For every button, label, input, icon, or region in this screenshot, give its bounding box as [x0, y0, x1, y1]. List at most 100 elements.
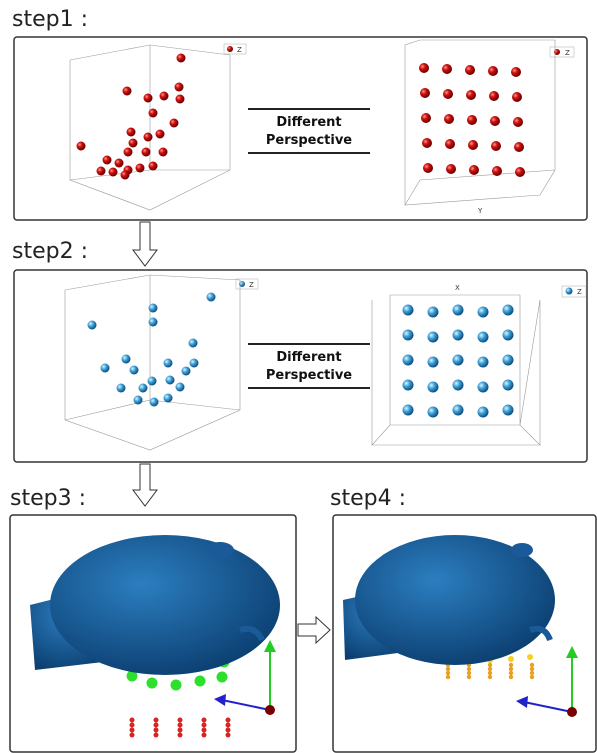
sphere [453, 305, 464, 316]
sphere [207, 293, 216, 302]
sphere [422, 138, 432, 148]
sphere [159, 148, 168, 157]
sphere [403, 355, 414, 366]
sphere [466, 90, 476, 100]
sphere [428, 407, 439, 418]
caption-line: Different [276, 350, 341, 365]
sphere [423, 163, 433, 173]
sphere [101, 364, 110, 373]
sphere [130, 366, 139, 375]
point [202, 718, 207, 723]
sphere [478, 407, 489, 418]
sphere [467, 115, 477, 125]
sphere [176, 95, 185, 104]
point [509, 675, 513, 679]
right-arrow [298, 617, 330, 643]
sphere [503, 355, 514, 366]
point [509, 667, 513, 671]
sphere [421, 113, 431, 123]
sphere [453, 355, 464, 366]
point [178, 723, 183, 728]
sphere [503, 380, 514, 391]
sphere [503, 405, 514, 416]
marker-sphere [147, 678, 158, 689]
point [178, 728, 183, 733]
sphere [445, 139, 455, 149]
axis-label: X [455, 284, 460, 292]
point [154, 718, 159, 723]
sphere [149, 162, 158, 171]
sphere [109, 168, 118, 177]
sphere [190, 359, 199, 368]
sphere [177, 54, 186, 63]
point [202, 728, 207, 733]
sphere [491, 141, 501, 151]
point [202, 723, 207, 728]
sphere [142, 148, 151, 157]
sphere [513, 117, 523, 127]
point [202, 733, 207, 738]
sphere [515, 167, 525, 177]
sphere [490, 116, 500, 126]
point [154, 723, 159, 728]
sphere [170, 119, 179, 128]
sphere [148, 377, 157, 386]
point [467, 675, 471, 679]
point [154, 733, 159, 738]
point [488, 663, 492, 667]
sphere [442, 64, 452, 74]
sphere [428, 382, 439, 393]
page: step1 : step2 : step3 : step4 : Differen… [0, 0, 597, 753]
point [488, 667, 492, 671]
point [509, 671, 513, 675]
caption-line: Perspective [266, 368, 352, 383]
step-label: step2 : [12, 239, 88, 264]
sphere [503, 330, 514, 341]
sphere [149, 109, 158, 118]
point [130, 723, 135, 728]
legend-label: Z [577, 288, 582, 296]
point [446, 667, 450, 671]
sphere [117, 384, 126, 393]
point [226, 728, 231, 733]
point [467, 667, 471, 671]
sphere [88, 321, 97, 330]
step-label: step3 : [10, 486, 86, 511]
caption-line: Different [276, 115, 341, 130]
sphere [514, 142, 524, 152]
marker-sphere [195, 676, 206, 687]
sphere [175, 83, 184, 92]
sphere [123, 87, 132, 96]
sphere [492, 166, 502, 176]
sphere [103, 156, 112, 165]
sphere [134, 396, 143, 405]
sphere [144, 94, 153, 103]
panel [14, 270, 587, 462]
marker-point [508, 656, 514, 662]
legend-label: Z [237, 46, 242, 54]
sphere [97, 167, 106, 176]
step-label: step1 : [12, 7, 88, 32]
sphere [428, 307, 439, 318]
sphere [428, 357, 439, 368]
caption-line: Perspective [266, 133, 352, 148]
sphere [189, 339, 198, 348]
sphere [403, 405, 414, 416]
sphere [428, 332, 439, 343]
axis-label: Y [477, 207, 483, 215]
sphere [115, 159, 124, 168]
point [130, 733, 135, 738]
sphere [166, 376, 175, 385]
sphere [403, 305, 414, 316]
sphere [512, 92, 522, 102]
sphere [150, 398, 159, 407]
point [130, 728, 135, 733]
figure: step1 : step2 : step3 : step4 : Differen… [0, 0, 597, 753]
legend-label: Z [249, 281, 254, 289]
sphere [443, 89, 453, 99]
point [130, 718, 135, 723]
sphere [164, 359, 173, 368]
sphere [511, 67, 521, 77]
down-arrow [133, 464, 157, 506]
sphere [124, 148, 133, 157]
